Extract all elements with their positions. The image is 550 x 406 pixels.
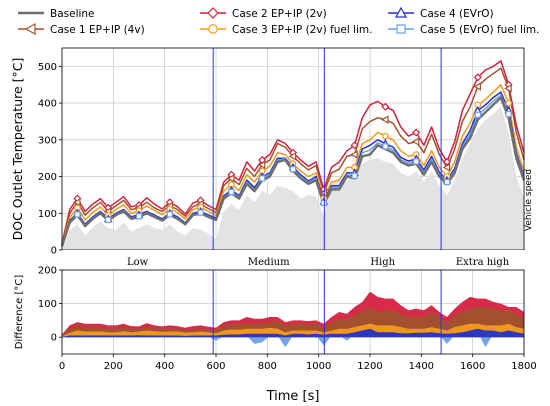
difference-areas bbox=[62, 291, 524, 348]
top-panel: 0 100 200 300 400 500 DOC Outlet Temperature … bbox=[10, 47, 534, 270]
x-tick-label: 1800 bbox=[511, 361, 536, 372]
bottom-y-axis-label: Difference [°C] bbox=[14, 275, 25, 350]
data-point-marker bbox=[351, 172, 358, 179]
y-tick-label: 400 bbox=[38, 99, 57, 110]
data-point-marker bbox=[505, 99, 512, 107]
legend: Baseline Case 1 EP+IP (4v) Case 2 EP+IP (2… bbox=[18, 6, 539, 36]
y-tick-label: 100 bbox=[38, 209, 57, 220]
data-point-marker bbox=[411, 137, 420, 146]
data-point-marker bbox=[319, 188, 327, 198]
data-point-marker bbox=[289, 166, 297, 173]
data-point-marker bbox=[413, 158, 420, 165]
legend-label: Case 4 (EVrO) bbox=[420, 8, 494, 20]
data-point-marker bbox=[505, 110, 512, 118]
legend-label: Case 5 (EVrO) fuel lim. bbox=[420, 24, 539, 36]
data-point-marker bbox=[504, 84, 512, 93]
phase-label: Medium bbox=[248, 257, 290, 268]
x-tick-label: 0 bbox=[59, 361, 65, 372]
data-point-marker bbox=[74, 211, 81, 218]
legend-entry: Baseline bbox=[18, 8, 95, 20]
data-point-marker bbox=[166, 211, 173, 218]
bottom-panel: 0 100 200 0 200 400 600 800 1000 1200 1400 1600 180… bbox=[14, 266, 537, 405]
x-tick-label: 1600 bbox=[460, 361, 485, 372]
phase-label: Low bbox=[127, 257, 149, 268]
data-point-marker bbox=[474, 111, 481, 119]
y-tick-label: 200 bbox=[38, 266, 57, 277]
legend-marker bbox=[396, 24, 406, 34]
x-axis-label: Time [s] bbox=[266, 389, 320, 404]
top-y-axis-label: DOC Outlet Temperature [°C] bbox=[10, 58, 25, 241]
x-tick-label: 1400 bbox=[409, 361, 434, 372]
legend-entry: Case 1 EP+IP (4v) bbox=[18, 22, 145, 36]
y-tick-label: 0 bbox=[51, 246, 57, 257]
x-tick-labels: 0 200 400 600 800 1000 1200 1400 1600 1800 bbox=[59, 354, 537, 372]
data-point-marker bbox=[197, 209, 204, 216]
legend-entry: Case 5 (EVrO) fuel lim. bbox=[388, 24, 539, 36]
x-tick-label: 1000 bbox=[306, 361, 331, 372]
phase-labels: Low Medium High Extra high bbox=[127, 257, 510, 268]
y-tick-label: 200 bbox=[38, 172, 57, 183]
bottom-phase-boundaries bbox=[212, 270, 442, 354]
data-point-marker bbox=[72, 198, 81, 207]
data-point-marker bbox=[443, 178, 451, 186]
data-point-marker bbox=[259, 175, 266, 182]
top-y-tick-labels: 0 100 200 300 400 500 bbox=[38, 62, 62, 257]
x-tick-label: 600 bbox=[206, 361, 225, 372]
data-point-marker bbox=[382, 143, 389, 150]
legend-entry: Case 4 (EVrO) bbox=[388, 6, 494, 20]
data-point-marker bbox=[412, 128, 421, 137]
phase-label: High bbox=[370, 257, 395, 268]
x-tick-label: 1200 bbox=[357, 361, 382, 372]
vehicle-speed-label: Vehicle speed bbox=[524, 169, 534, 231]
legend-entry: Case 2 EP+IP (2v) bbox=[200, 7, 327, 20]
data-point-marker bbox=[135, 213, 143, 220]
legend-marker bbox=[207, 7, 219, 19]
legend-marker bbox=[208, 24, 218, 34]
x-tick-label: 800 bbox=[258, 361, 277, 372]
y-tick-label: 100 bbox=[38, 299, 57, 310]
phase-strip: Low Medium High Extra high bbox=[62, 250, 524, 270]
legend-marker bbox=[394, 6, 408, 18]
bottom-axes-frame bbox=[61, 269, 525, 355]
data-point-marker bbox=[473, 82, 481, 91]
data-point-marker bbox=[442, 163, 451, 172]
top-series-markers bbox=[72, 73, 513, 224]
data-point-marker bbox=[288, 152, 297, 161]
top-phase-boundaries bbox=[212, 48, 442, 270]
legend-entry: Case 3 EP+IP (2v) fuel lim. bbox=[200, 24, 372, 36]
data-point-marker bbox=[380, 115, 389, 124]
data-point-marker bbox=[226, 174, 235, 183]
data-point-marker bbox=[473, 73, 482, 82]
x-tick-label: 400 bbox=[155, 361, 174, 372]
y-tick-label: 0 bbox=[51, 333, 57, 344]
data-point-marker bbox=[105, 216, 112, 224]
vehicle-speed-band bbox=[62, 106, 524, 250]
legend-label: Case 1 EP+IP (4v) bbox=[50, 24, 145, 36]
data-point-marker bbox=[350, 141, 359, 150]
data-point-marker bbox=[320, 199, 327, 207]
legend-marker bbox=[24, 22, 36, 36]
legend-label: Case 2 EP+IP (2v) bbox=[232, 8, 327, 20]
phase-label: Extra high bbox=[456, 257, 510, 268]
bottom-y-tick-labels: 0 100 200 bbox=[38, 266, 62, 344]
data-point-marker bbox=[381, 102, 390, 111]
legend-label: Baseline bbox=[50, 8, 95, 20]
difference-area bbox=[62, 328, 524, 338]
data-point-marker bbox=[228, 188, 235, 196]
x-tick-label: 200 bbox=[104, 361, 123, 372]
y-tick-label: 300 bbox=[38, 135, 57, 146]
y-tick-label: 500 bbox=[38, 62, 57, 73]
legend-label: Case 3 EP+IP (2v) fuel lim. bbox=[232, 24, 372, 36]
data-point-marker bbox=[382, 132, 389, 140]
data-point-marker bbox=[350, 150, 358, 159]
data-point-marker bbox=[257, 160, 266, 170]
